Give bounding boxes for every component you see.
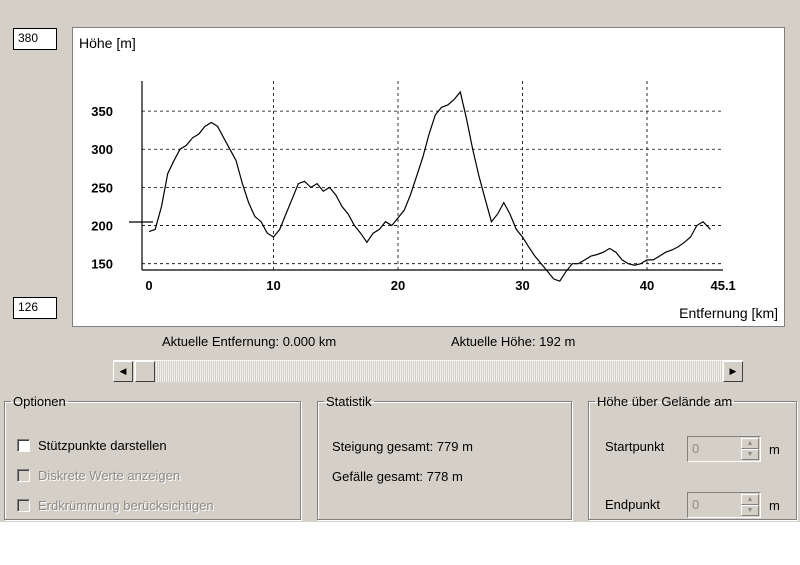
- startpunkt-label: Startpunkt: [605, 439, 665, 454]
- checkbox-label: Erdkrümmung berücksichtigen: [38, 498, 214, 513]
- horizontal-scrollbar[interactable]: ◀ ▶: [113, 360, 743, 382]
- endpunkt-spinner[interactable]: 0 ▲ ▼: [687, 492, 761, 518]
- arrow-left-icon: ◀: [119, 366, 127, 376]
- spin-down-icon[interactable]: ▼: [741, 449, 759, 460]
- descent-total: Gefälle gesamt: 778 m: [332, 469, 463, 484]
- y-max-field[interactable]: 380: [13, 28, 57, 50]
- statistik-legend: Statistik: [326, 394, 372, 409]
- y-min-field[interactable]: 126: [13, 297, 57, 319]
- y-tick-label: 150: [91, 257, 113, 272]
- hoehe-gelaende-group: Höhe über Gelände am Startpunkt 0 ▲ ▼ m …: [588, 394, 797, 520]
- profile-panel: 380 126 150 200 250 300 350 0 10 20 30 40 45.1 Hö…: [0, 0, 800, 522]
- x-tick-label: 30: [515, 278, 529, 293]
- checkbox-label: Diskrete Werte anzeigen: [38, 468, 181, 483]
- endpunkt-value[interactable]: 0: [692, 497, 700, 512]
- x-axis-label: Entfernung [km]: [679, 305, 778, 321]
- current-height: Aktuelle Höhe: 192 m: [451, 334, 576, 349]
- elevation-series-line: [148, 90, 711, 282]
- scroll-right-button[interactable]: ▶: [723, 361, 743, 382]
- elevation-chart: 150 200 250 300 350 0 10 20 30 40 45.1 Höhe [m] E…: [72, 27, 785, 327]
- y-tick-label: 300: [91, 142, 113, 157]
- x-tick-label: 10: [266, 278, 280, 293]
- y-tick-label: 250: [91, 180, 113, 195]
- startpunkt-unit: m: [769, 442, 780, 457]
- statistik-group: Statistik Steigung gesamt: 779 m Gefälle…: [317, 394, 572, 520]
- x-tick-labels: 0 10 20 30 40 45.1: [145, 278, 735, 293]
- checkbox-stuetzpunkte[interactable]: Stützpunkte darstellen: [17, 438, 167, 453]
- x-tick-label: 45.1: [710, 278, 735, 293]
- y-tick-labels: 150 200 250 300 350: [91, 104, 113, 272]
- spin-up-icon[interactable]: ▲: [741, 494, 759, 505]
- hoehe-legend: Höhe über Gelände am: [597, 394, 733, 409]
- spin-down-icon[interactable]: ▼: [741, 505, 759, 516]
- chart-svg: 150 200 250 300 350 0 10 20 30 40 45.1 Höhe [m] E…: [79, 35, 778, 321]
- scroll-thumb[interactable]: [135, 361, 155, 382]
- spin-up-icon[interactable]: ▲: [741, 438, 759, 449]
- y-tick-label: 350: [91, 104, 113, 119]
- x-tick-label: 0: [145, 278, 152, 293]
- y-axis-label: Höhe [m]: [79, 35, 136, 51]
- scroll-left-button[interactable]: ◀: [113, 361, 133, 382]
- x-tick-label: 40: [640, 278, 654, 293]
- checkbox-box[interactable]: [17, 439, 30, 452]
- y-tick-label: 200: [91, 219, 113, 234]
- startpunkt-spinner[interactable]: 0 ▲ ▼: [687, 436, 761, 462]
- checkbox-box[interactable]: [17, 469, 30, 482]
- options-group: Optionen Stützpunkte darstellen Diskrete…: [4, 394, 301, 520]
- startpunkt-value[interactable]: 0: [692, 441, 700, 456]
- endpunkt-label: Endpunkt: [605, 497, 660, 512]
- current-distance: Aktuelle Entfernung: 0.000 km: [162, 334, 337, 349]
- checkbox-box[interactable]: [17, 499, 30, 512]
- options-legend: Optionen: [13, 394, 66, 409]
- checkbox-label: Stützpunkte darstellen: [38, 438, 167, 453]
- checkbox-diskrete-werte[interactable]: Diskrete Werte anzeigen: [17, 468, 180, 483]
- checkbox-erdkruemmung[interactable]: Erdkrümmung berücksichtigen: [17, 498, 214, 513]
- chart-grid: [142, 81, 723, 270]
- ascent-total: Steigung gesamt: 779 m: [332, 439, 473, 454]
- arrow-right-icon: ▶: [729, 366, 737, 376]
- x-tick-label: 20: [391, 278, 405, 293]
- endpunkt-unit: m: [769, 498, 780, 513]
